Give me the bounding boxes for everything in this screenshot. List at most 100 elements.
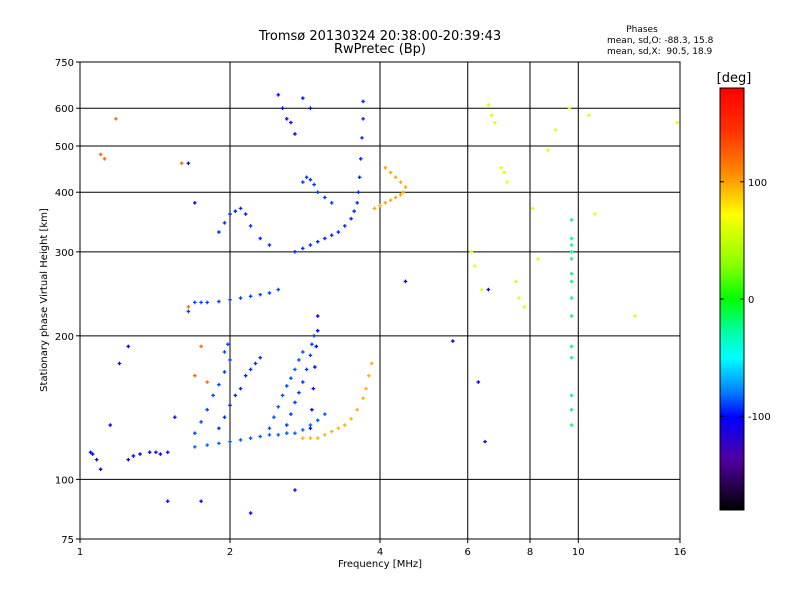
data-point — [284, 423, 289, 427]
data-point — [284, 117, 289, 121]
data-point — [217, 230, 221, 234]
series-F1_step — [186, 287, 281, 314]
data-point — [372, 206, 377, 211]
data-point — [493, 120, 497, 125]
series-F2_ridge_upper — [301, 175, 334, 205]
data-point — [479, 287, 484, 292]
data-point — [403, 185, 408, 189]
data-point — [233, 393, 238, 398]
data-point — [293, 431, 297, 435]
data-point — [343, 224, 347, 228]
data-point — [356, 190, 361, 195]
data-point — [293, 488, 297, 492]
data-point — [569, 355, 574, 360]
data-point — [304, 367, 309, 372]
data-point — [505, 180, 509, 184]
series-sparse_blue — [98, 161, 491, 515]
data-point — [284, 384, 289, 388]
data-point — [238, 386, 243, 391]
data-point — [567, 106, 572, 111]
data-point — [165, 450, 170, 455]
data-point — [238, 206, 243, 211]
data-point — [569, 271, 574, 276]
x-axis-label: Frequency [MHz] — [338, 559, 422, 570]
data-point — [94, 457, 99, 462]
series-x_mode_E_yellow — [301, 361, 374, 441]
data-point — [502, 170, 506, 175]
data-point — [530, 206, 535, 211]
data-layer — [88, 93, 680, 515]
data-point — [312, 334, 316, 338]
colorbar-ticks: 100 0 -100 — [720, 178, 771, 423]
y-tick-label: 300 — [55, 248, 74, 259]
data-point — [486, 103, 491, 107]
data-point — [393, 195, 398, 200]
data-point — [186, 305, 191, 309]
data-point — [248, 436, 253, 441]
data-point — [222, 415, 227, 420]
data-point — [98, 467, 103, 472]
data-point — [126, 457, 131, 462]
data-point — [205, 380, 209, 384]
chart-subtitle: RwPretec (Bp) — [334, 42, 426, 57]
data-point — [315, 328, 320, 333]
data-point — [138, 452, 142, 456]
data-point — [147, 450, 152, 455]
data-point — [199, 420, 203, 424]
data-point — [98, 152, 103, 157]
data-point — [301, 436, 305, 441]
data-point — [569, 218, 574, 222]
data-point — [587, 113, 591, 118]
data-point — [469, 250, 474, 254]
data-point — [199, 344, 203, 349]
data-point — [131, 454, 136, 458]
data-point — [238, 438, 243, 442]
data-point — [228, 403, 232, 408]
y-tick-label: 75 — [61, 535, 74, 546]
data-point — [314, 344, 319, 349]
series-F2_main — [293, 99, 365, 254]
data-point — [514, 279, 518, 284]
data-point — [267, 433, 272, 437]
data-point — [352, 209, 356, 213]
data-point — [315, 314, 320, 318]
data-point — [267, 243, 272, 247]
data-point — [301, 246, 305, 251]
data-point — [102, 157, 107, 161]
data-point — [186, 161, 191, 166]
series-F2_cusp_low — [217, 206, 272, 247]
data-point — [179, 161, 184, 166]
data-point — [226, 342, 230, 347]
colorbar-tick-label: 0 — [748, 295, 754, 306]
data-point — [489, 113, 494, 118]
data-point — [238, 296, 243, 300]
data-point — [329, 233, 334, 238]
data-point — [349, 416, 353, 421]
data-point — [289, 376, 293, 380]
data-point — [311, 386, 316, 391]
x-tick-label: 16 — [674, 547, 687, 558]
data-point — [173, 415, 177, 420]
x-tick-label: 10 — [572, 547, 585, 558]
data-point — [398, 180, 403, 184]
data-point — [233, 209, 238, 213]
data-point — [315, 239, 320, 244]
data-point — [401, 190, 405, 195]
series-scattered_left — [98, 117, 209, 384]
data-point — [165, 499, 170, 504]
data-point — [569, 393, 574, 398]
data-point — [308, 436, 313, 441]
data-point — [546, 148, 550, 152]
x-tick-label: 1 — [77, 547, 83, 558]
data-point — [88, 450, 93, 455]
series-ridge_mid_3 — [267, 350, 305, 431]
data-point — [308, 177, 313, 182]
data-point — [205, 443, 209, 447]
x-tick-label: 2 — [227, 547, 233, 558]
data-point — [228, 212, 232, 216]
y-tick-label: 400 — [55, 188, 74, 199]
data-point — [276, 404, 281, 409]
colorbar-tick-label: 100 — [748, 178, 767, 189]
data-point — [276, 93, 281, 97]
data-point — [308, 426, 313, 431]
